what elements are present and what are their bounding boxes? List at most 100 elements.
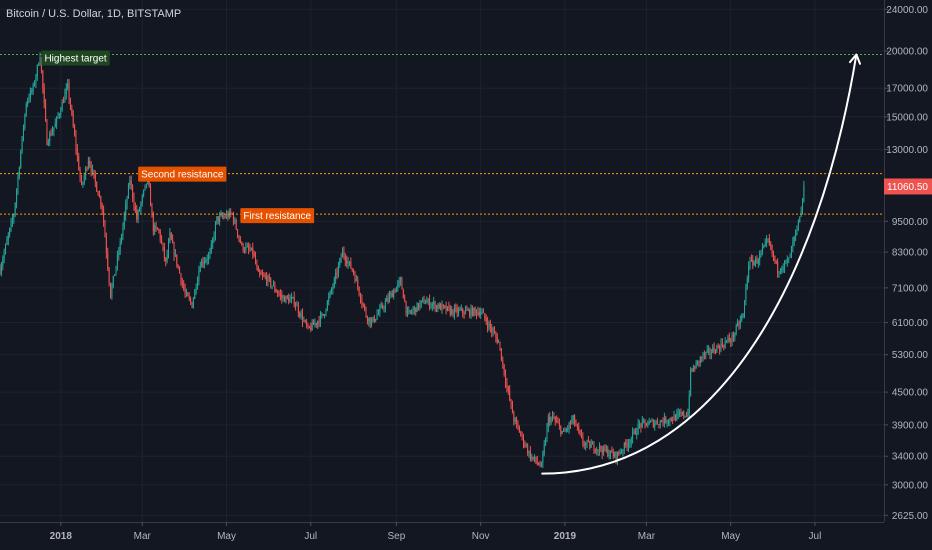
candle-body bbox=[3, 252, 5, 260]
candle-body bbox=[397, 283, 399, 288]
candle-body bbox=[594, 450, 596, 452]
candle-body bbox=[464, 309, 466, 314]
candle-body bbox=[365, 308, 367, 317]
candle-body bbox=[701, 357, 703, 359]
candle-body bbox=[379, 307, 381, 313]
candle-body bbox=[435, 305, 437, 309]
candle-body bbox=[39, 57, 41, 65]
candle-body bbox=[151, 206, 153, 214]
candle-body bbox=[83, 175, 85, 183]
candle-body bbox=[129, 180, 131, 186]
candle-body bbox=[34, 83, 36, 85]
candle-body bbox=[194, 289, 196, 299]
candle-body bbox=[634, 430, 636, 435]
candle-body bbox=[590, 444, 592, 448]
candle-body bbox=[527, 445, 529, 454]
candle-body bbox=[732, 334, 734, 338]
candle-body bbox=[724, 341, 726, 347]
growth-curve bbox=[541, 54, 858, 475]
candle-body bbox=[143, 190, 145, 196]
candle-body bbox=[206, 259, 208, 261]
price-tick-label: 6100.00 bbox=[892, 318, 929, 329]
price-axis[interactable]: 24000.00 20000.00 17000.00 15000.00 13000.00… bbox=[884, 0, 932, 550]
candle-body bbox=[685, 415, 687, 417]
candle-body bbox=[789, 255, 791, 258]
candle-body bbox=[150, 186, 152, 207]
candle-body bbox=[427, 299, 429, 302]
candle-body bbox=[353, 270, 355, 274]
candle-body bbox=[219, 215, 221, 221]
first-resistance-label-text: First resistance bbox=[243, 211, 311, 222]
candle-body bbox=[513, 413, 515, 422]
candle-body bbox=[318, 321, 320, 324]
candle-body bbox=[705, 352, 707, 356]
candle-body bbox=[761, 248, 763, 252]
candle-body bbox=[633, 430, 635, 433]
candle-body bbox=[441, 304, 443, 311]
candle-body bbox=[351, 268, 353, 271]
candle-body bbox=[93, 169, 95, 175]
candle-body bbox=[191, 302, 193, 308]
candle-body bbox=[484, 313, 486, 319]
candle-body bbox=[24, 114, 26, 129]
candle-body bbox=[768, 238, 770, 245]
candle-body bbox=[509, 390, 511, 400]
candle-body bbox=[387, 298, 389, 301]
candle-body bbox=[163, 247, 165, 258]
candle-body bbox=[6, 240, 8, 245]
candle-body bbox=[412, 309, 414, 312]
candle-body bbox=[681, 412, 683, 415]
candle-body bbox=[119, 241, 121, 252]
candle-body bbox=[460, 308, 462, 310]
candle-body bbox=[317, 321, 319, 325]
candle-body bbox=[132, 185, 134, 198]
candle-body bbox=[433, 302, 435, 305]
candle-body bbox=[712, 347, 714, 353]
candle-body bbox=[656, 421, 658, 425]
grid bbox=[0, 0, 884, 522]
candle-body bbox=[123, 215, 125, 226]
candle-body bbox=[713, 347, 715, 352]
candle-body bbox=[476, 310, 478, 315]
candle-body bbox=[593, 443, 595, 451]
candle-body bbox=[360, 294, 362, 300]
time-axis[interactable]: 2018 Mar May Jul Sep Nov 2019 Mar May Jul bbox=[0, 522, 884, 542]
time-tick-label: Nov bbox=[472, 531, 490, 542]
candle-body bbox=[788, 257, 790, 260]
candle-body bbox=[121, 236, 123, 242]
candle-body bbox=[358, 287, 360, 295]
candle-body bbox=[488, 323, 490, 328]
candle-body bbox=[482, 312, 484, 314]
candle-body bbox=[655, 421, 657, 424]
candle-body bbox=[790, 246, 792, 256]
candle-body bbox=[630, 438, 632, 444]
candle-body bbox=[738, 323, 740, 326]
candle-body bbox=[419, 303, 421, 309]
candle-body bbox=[575, 423, 577, 426]
candle-body bbox=[331, 289, 332, 292]
candle-body bbox=[263, 275, 265, 277]
candle-body bbox=[386, 298, 388, 302]
candle-body bbox=[748, 266, 750, 279]
candle-body bbox=[214, 223, 216, 236]
candle-body bbox=[774, 255, 776, 262]
candle-body bbox=[29, 90, 31, 99]
time-tick-label: Mar bbox=[638, 531, 656, 542]
candle-body bbox=[567, 428, 569, 430]
candle-body bbox=[299, 312, 301, 317]
candle-body bbox=[303, 320, 305, 322]
candle-body bbox=[122, 225, 124, 237]
candle-body bbox=[285, 296, 287, 303]
candle-body bbox=[753, 261, 755, 266]
candle-body bbox=[297, 305, 299, 313]
candle-body bbox=[647, 424, 649, 427]
price-tick-label: 2625.00 bbox=[892, 511, 929, 522]
candle-body bbox=[224, 216, 226, 218]
candle-body bbox=[409, 310, 411, 312]
candle-body bbox=[522, 435, 524, 444]
candle-body bbox=[568, 422, 570, 429]
candle-body bbox=[452, 309, 454, 315]
candle-body bbox=[455, 308, 457, 310]
candle-body bbox=[58, 114, 60, 116]
